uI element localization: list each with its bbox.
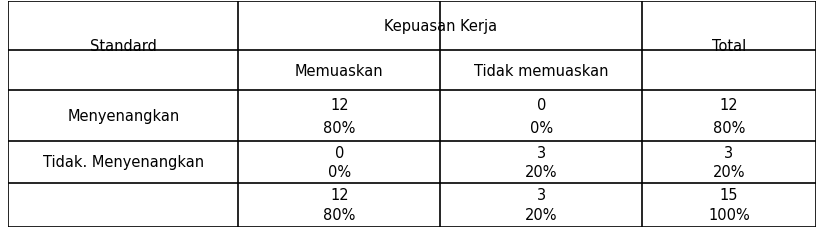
Text: 15: 15 xyxy=(719,187,738,202)
Text: 3: 3 xyxy=(536,145,545,160)
Text: 0: 0 xyxy=(536,97,545,112)
Text: 3: 3 xyxy=(536,187,545,202)
Text: 20%: 20% xyxy=(525,207,558,222)
Text: 100%: 100% xyxy=(708,207,750,222)
Text: 20%: 20% xyxy=(525,164,558,179)
Text: 12: 12 xyxy=(330,97,349,112)
Text: Standard: Standard xyxy=(90,39,157,54)
Text: 80%: 80% xyxy=(713,120,745,135)
Text: Memuaskan: Memuaskan xyxy=(295,63,384,78)
Text: Tidak. Menyenangkan: Tidak. Menyenangkan xyxy=(43,155,204,170)
Text: 12: 12 xyxy=(719,97,738,112)
Text: 0: 0 xyxy=(335,145,344,160)
Text: 80%: 80% xyxy=(323,207,355,222)
Text: 20%: 20% xyxy=(713,164,745,179)
Text: Menyenangkan: Menyenangkan xyxy=(68,109,180,124)
Text: 3: 3 xyxy=(724,145,733,160)
Text: Kepuasan Kerja: Kepuasan Kerja xyxy=(384,19,497,34)
Text: Total: Total xyxy=(712,39,746,54)
Text: 0%: 0% xyxy=(530,120,553,135)
Text: Tidak memuaskan: Tidak memuaskan xyxy=(474,63,608,78)
Text: 12: 12 xyxy=(330,187,349,202)
Text: 0%: 0% xyxy=(328,164,351,179)
Text: 80%: 80% xyxy=(323,120,355,135)
